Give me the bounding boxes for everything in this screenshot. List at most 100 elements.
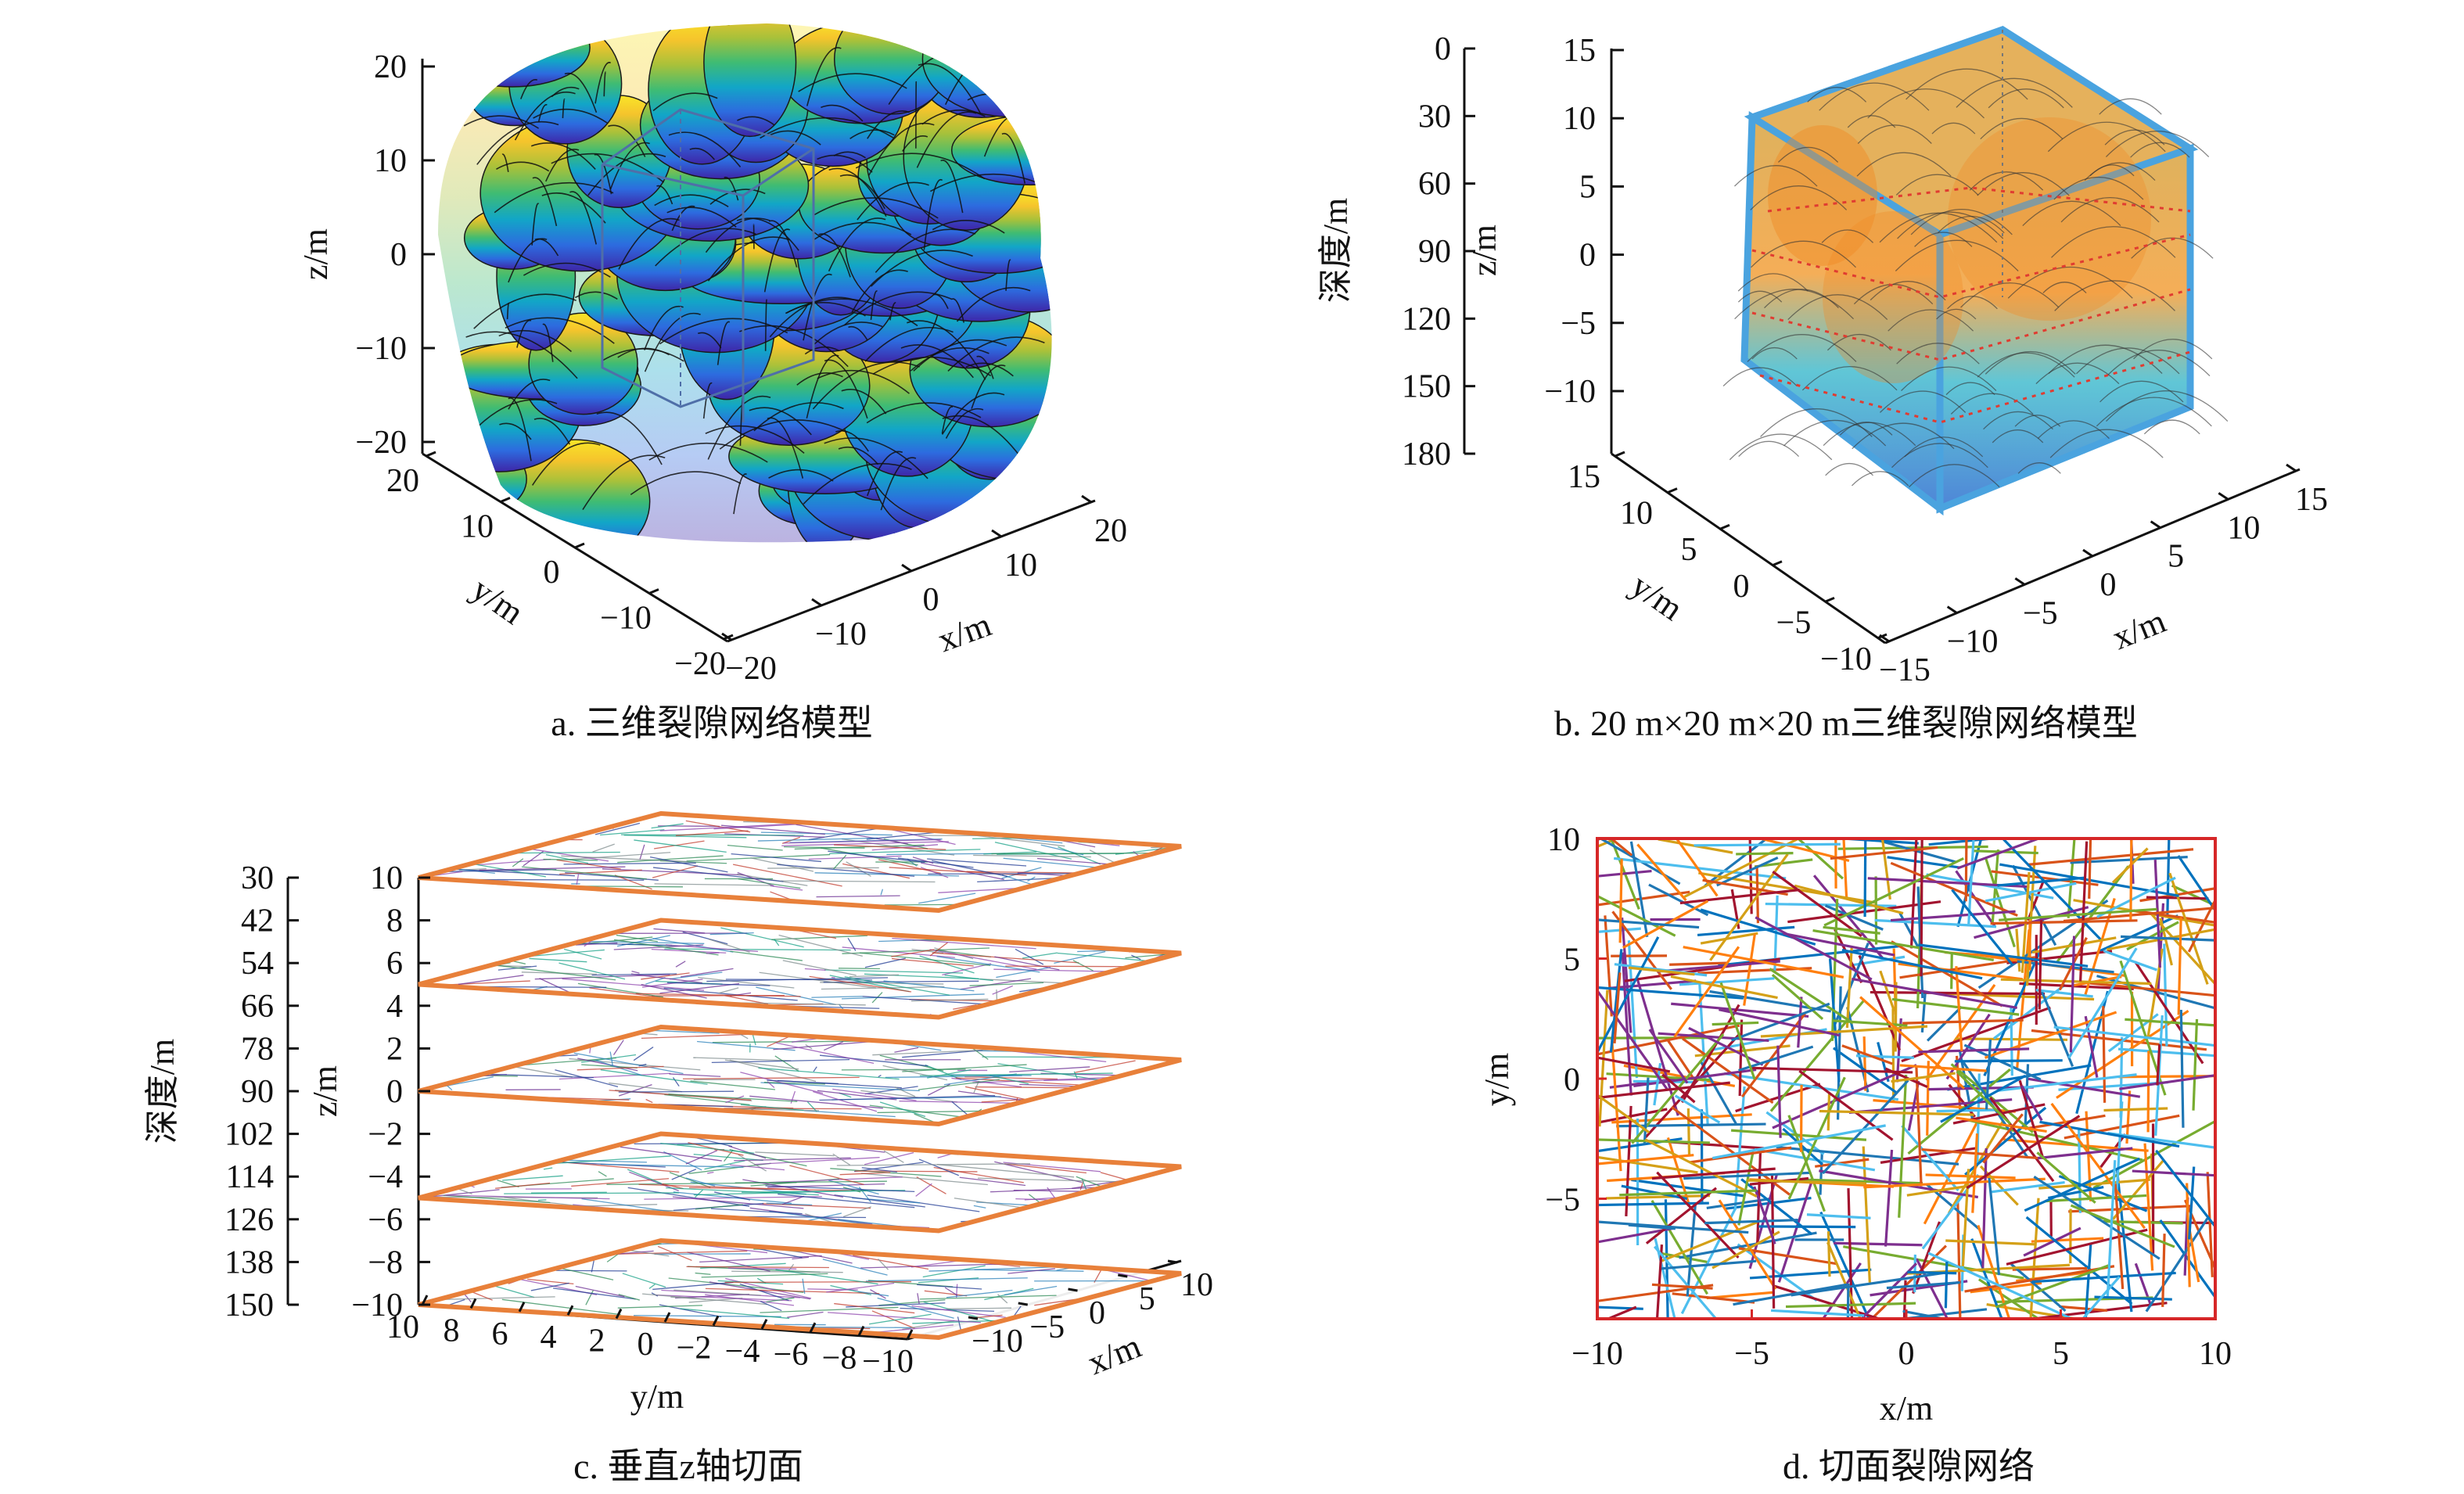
panel-c-fracture-line (731, 1270, 843, 1273)
panel-c-depth-tick-label: 126 (224, 1202, 274, 1238)
panel-a-fracture-disc (950, 114, 1052, 186)
panel-d-fracture-line (2094, 1295, 2172, 1301)
panel-b-depth-ticks: 0 30 60 90 120 150 180 (1402, 31, 1475, 472)
panel-c-fracture-line (778, 1193, 915, 1208)
panel-d-fracture-line (1785, 1302, 1916, 1309)
panel-b-trace (2047, 121, 2166, 153)
panel-a-trace (976, 355, 994, 379)
panel-d-fracture-line (1672, 1292, 1755, 1304)
panel-c-fracture-line (957, 1316, 962, 1332)
panel-c-fracture-line (847, 937, 857, 951)
panel-b-z-tick-label: −10 (1544, 374, 1596, 410)
panel-c-depth-tick-label: 66 (241, 989, 274, 1025)
panel-c-fracture-line (767, 1079, 839, 1085)
panel-d-fracture-line (1984, 882, 2077, 903)
panel-d-fracture-line (1927, 1252, 2072, 1319)
panel-c-fracture-line (864, 957, 906, 968)
panel-c-fracture-line (946, 1307, 1012, 1309)
panel-a-trace (902, 135, 928, 152)
panel-d-fracture-line (1655, 1244, 1664, 1319)
panel-c-fracture-line (633, 1047, 654, 1061)
panel-d-fracture-line (1621, 952, 1632, 1096)
panel-c-fracture-line (1005, 965, 1130, 968)
panel-b-trace (2037, 420, 2110, 440)
panel-a-trace (841, 389, 887, 415)
panel-b-trace (1950, 393, 2034, 415)
panel-d-fracture-line (2161, 1234, 2166, 1307)
panel-c-fracture-line (527, 1278, 574, 1285)
panel-c-fracture-line (829, 975, 910, 993)
panel-d-fracture-line (1758, 1225, 1856, 1229)
panel-c-fracture-line (491, 1284, 535, 1298)
panel-d-fracture-line (2163, 943, 2168, 1047)
panel-c-fracture-line (936, 956, 1040, 973)
panel-c-fracture-line (860, 1173, 988, 1186)
panel-a-trace (941, 406, 954, 434)
panel-c-fracture-line (612, 1040, 624, 1056)
panel-d-fracture-line (1791, 1271, 1946, 1297)
panel-d-fracture-line (1979, 1165, 2019, 1206)
panel-d-fracture-line (1918, 943, 2089, 968)
panel-c-fracture-line (708, 939, 750, 953)
panel-b-trace (1856, 152, 1952, 177)
panel-c-fracture-line (730, 1164, 785, 1171)
panel-a-trace (551, 153, 665, 183)
panel-a-trace (506, 302, 510, 320)
panel-d-fracture-line (1618, 858, 1623, 943)
panel-c-fracture-line (782, 960, 857, 976)
panel-c-fracture-line (561, 1268, 614, 1280)
panel-c-fracture-line (620, 1146, 722, 1162)
panel-c-y-tick-mark (615, 1308, 623, 1320)
panel-c-y-label: y/m (630, 1377, 684, 1416)
panel-b-depth-tick-label: 150 (1402, 369, 1451, 405)
panel-a-trace (818, 233, 851, 278)
panel-d-fracture-line (1740, 1012, 1806, 1098)
panel-d-fracture-line (1718, 1199, 1777, 1290)
panel-d-fracture-line (1656, 1171, 1740, 1259)
panel-d-fracture-line (2106, 928, 2215, 951)
panel-c-slices (418, 810, 1182, 1341)
panel-c-z-tick-label: −2 (368, 1117, 403, 1153)
panel-c-fracture-line (609, 1250, 748, 1255)
panel-d-fracture-line (2177, 917, 2182, 1015)
panel-d-fracture-line (2029, 1198, 2040, 1319)
panel-c-x-tick-mark (1167, 1259, 1178, 1264)
panel-c-fracture-line (864, 973, 979, 979)
panel-b-depth-tick-label: 180 (1402, 436, 1451, 472)
panel-b-trace (1823, 422, 1916, 447)
panel-a-trace (872, 356, 992, 377)
panel-d-fracture-line (2045, 1194, 2147, 1203)
panel-c-fracture-line (1004, 1285, 1058, 1296)
panel-d-fracture-line (1645, 1187, 1718, 1244)
panel-d-fracture-line (2067, 947, 2138, 1059)
panel-d-fracture-line (1636, 979, 1679, 1116)
panel-b-trace (1904, 436, 1984, 458)
panel-c-fracture-line (918, 892, 976, 904)
panel-c-fracture-line (757, 837, 878, 842)
panel-c-fracture-line (844, 976, 950, 996)
panel-c-fracture-line (872, 1048, 1009, 1056)
panel-c-depth-tick-label: 138 (224, 1244, 274, 1280)
panel-d-fracture-line (1748, 839, 1753, 914)
panel-c-fracture-line (724, 1149, 734, 1162)
panel-c-fracture-line (695, 1272, 711, 1275)
panel-c-fracture-line (912, 857, 934, 864)
panel-b-trace (1870, 281, 1946, 301)
panel-a-trace (564, 72, 598, 113)
panel-a-y-tick-label: −20 (674, 646, 726, 682)
panel-c-fracture-line (659, 823, 794, 831)
panel-d-fracture-line (1833, 1019, 1908, 1027)
panel-d-fracture-line (1990, 1181, 2065, 1194)
panel-c-fracture-line (755, 1151, 835, 1157)
panel-c-fracture-line (836, 1163, 1031, 1166)
panel-c-slice-edge (418, 810, 1182, 914)
panel-c-x-tick-mark (1018, 1302, 1028, 1306)
panel-c-fracture-line (975, 1086, 1076, 1089)
panel-a-fracture-disc (703, 23, 797, 138)
panel-c-fracture-line (543, 1167, 553, 1170)
panel-c-depth-tick-label: 90 (241, 1074, 274, 1110)
panel-a-trace (644, 312, 701, 372)
panel-d-y-tick-label: −5 (1545, 1183, 1580, 1219)
panel-b-trace (2049, 429, 2164, 458)
panel-a-trace (855, 153, 986, 180)
